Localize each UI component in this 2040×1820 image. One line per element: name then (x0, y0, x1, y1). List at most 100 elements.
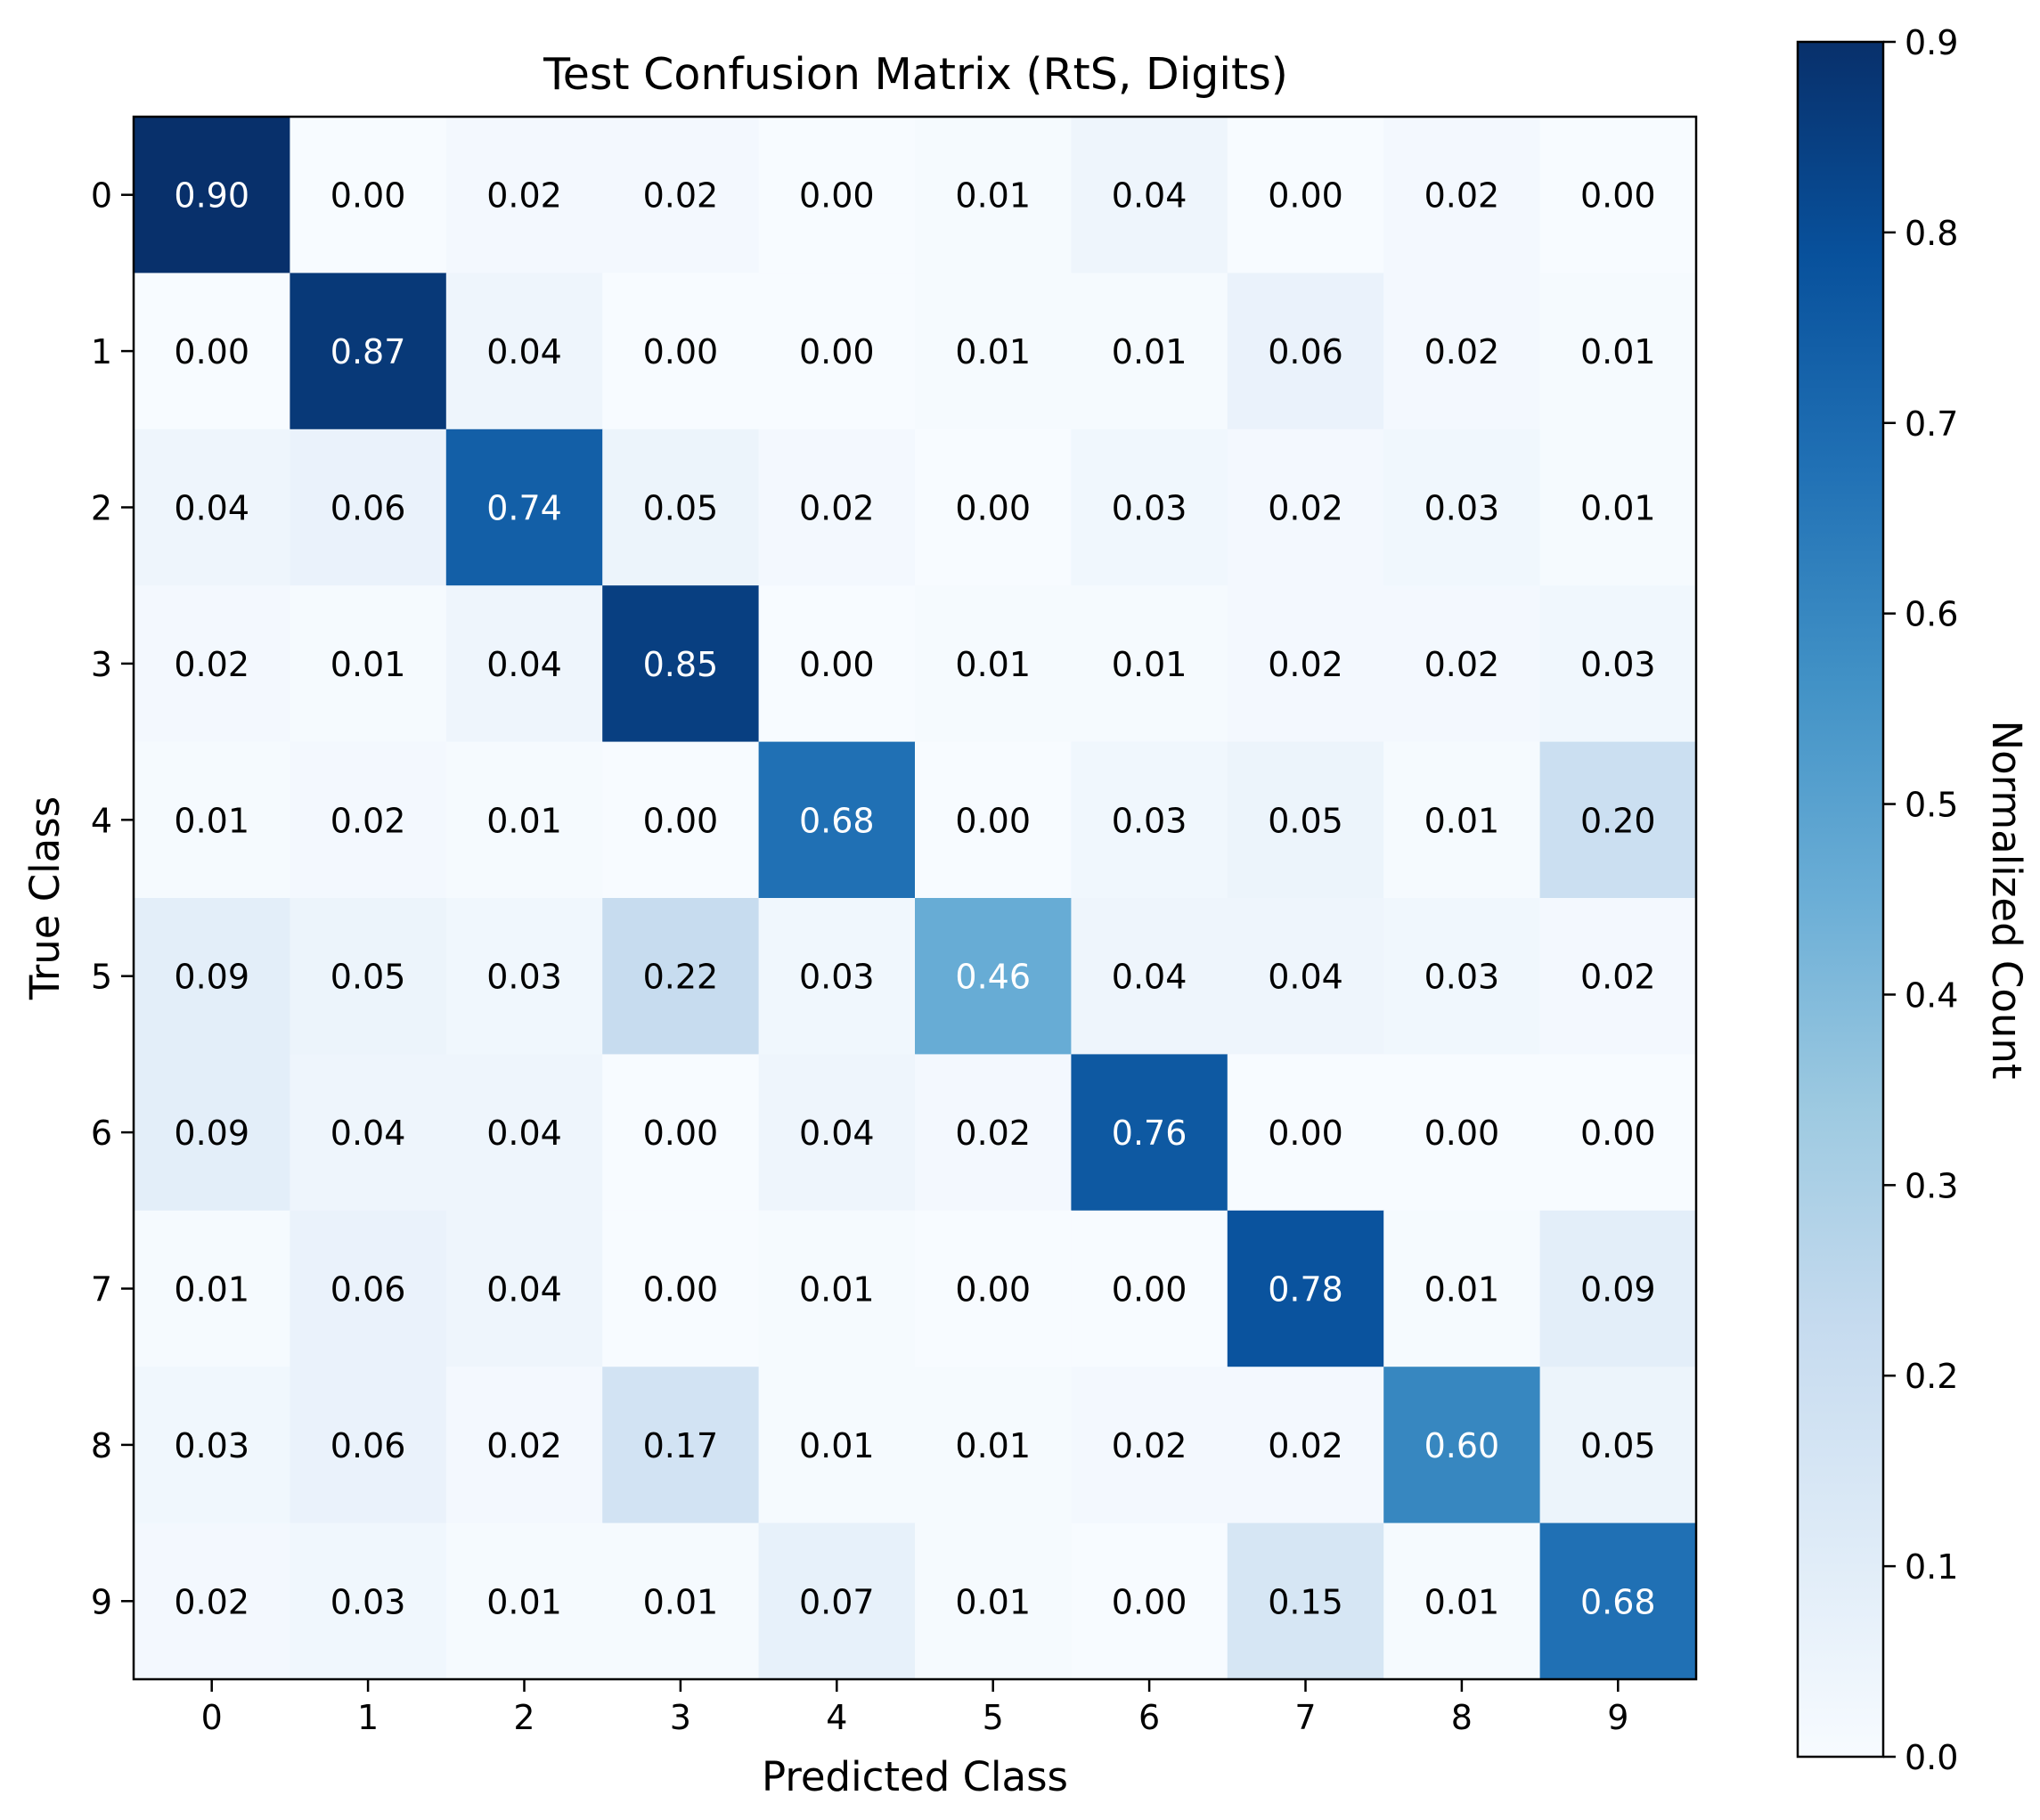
cell-value-label: 0.01 (799, 1426, 875, 1465)
cell-value-label: 0.03 (330, 1582, 406, 1621)
heatmap-cell (1383, 428, 1541, 586)
colorbar (1796, 40, 1885, 1759)
cell-value-label: 0.74 (486, 489, 562, 528)
cell-value-label: 0.02 (174, 1582, 249, 1621)
cell-value-label: 0.04 (1112, 958, 1187, 997)
heatmap-cell (1539, 117, 1697, 273)
heatmap-cell (134, 273, 290, 430)
colorbar-tick-label: 0.4 (1905, 975, 1958, 1015)
heatmap-cell (445, 428, 603, 586)
cell-value-label: 0.02 (799, 489, 875, 528)
heatmap-cell (915, 1210, 1072, 1367)
heatmap-cell (134, 428, 290, 586)
y-tick-label: 6 (91, 1114, 112, 1153)
heatmap-cell (758, 117, 916, 273)
cell-value-label: 0.05 (643, 489, 719, 528)
cell-value-label: 0.09 (174, 958, 249, 997)
heatmap-cell (290, 273, 447, 430)
cell-value-label: 0.00 (955, 801, 1031, 840)
colorbar-tick-label: 0.7 (1905, 404, 1958, 444)
heatmap-cell (445, 1367, 603, 1524)
heatmap-cell (758, 1367, 916, 1524)
y-tick-label: 8 (91, 1426, 112, 1465)
heatmap-cell (1071, 117, 1228, 273)
cell-value-label: 0.05 (1268, 801, 1343, 840)
heatmap-cell (1539, 741, 1697, 899)
cell-value-label: 0.03 (1424, 489, 1500, 528)
cell-value-label: 0.04 (799, 1114, 875, 1153)
heatmap-cell (1071, 273, 1228, 430)
heatmap-cell (602, 585, 760, 743)
x-axis-ticks: 0 1 2 3 4 5 6 7 8 9 (201, 1679, 1628, 1737)
cell-value-label: 0.03 (1112, 489, 1187, 528)
x-tick-label: 5 (983, 1698, 1004, 1737)
colorbar-tick-label: 0.9 (1905, 23, 1958, 62)
cell-value-label: 0.00 (799, 176, 875, 216)
y-axis-ticks: 0 1 2 3 4 5 6 7 8 9 (91, 176, 134, 1621)
cell-value-label: 0.01 (486, 801, 562, 840)
heatmap-cell (1539, 428, 1697, 586)
heatmap-cell (134, 1367, 290, 1524)
cell-value-label: 0.00 (643, 801, 719, 840)
cell-value-label: 0.03 (1424, 958, 1500, 997)
cell-value-label: 0.00 (1580, 1114, 1656, 1153)
cell-value-label: 0.00 (174, 332, 249, 371)
y-tick-label: 7 (91, 1270, 112, 1310)
heatmap-cell (1539, 273, 1697, 430)
cell-value-label: 0.00 (955, 489, 1031, 528)
cell-value-label: 0.00 (799, 645, 875, 684)
heatmap-cell (915, 585, 1072, 743)
cell-value-label: 0.02 (955, 1114, 1031, 1153)
heatmap-cell (134, 741, 290, 899)
heatmap-cell (134, 1210, 290, 1367)
heatmap-cell (134, 898, 290, 1055)
heatmap-cell (1383, 1522, 1541, 1680)
cell-value-label: 0.00 (643, 1114, 719, 1153)
colorbar-tick-label: 0.1 (1905, 1547, 1958, 1587)
heatmap-cell (915, 741, 1072, 899)
heatmap-cell (1383, 898, 1541, 1055)
cell-value-label: 0.01 (1424, 801, 1500, 840)
cell-value-label: 0.02 (1112, 1426, 1187, 1465)
cell-value-label: 0.01 (799, 1270, 875, 1310)
heatmap-cell (290, 117, 447, 273)
heatmap-cell (758, 741, 916, 899)
cell-value-label: 0.01 (955, 176, 1031, 216)
heatmap-cell (1539, 898, 1697, 1055)
cell-value-label: 0.04 (174, 489, 249, 528)
y-tick-label: 1 (91, 332, 112, 371)
heatmap-cell (134, 585, 290, 743)
cell-value-label: 0.87 (330, 332, 406, 371)
cell-value-label: 0.03 (486, 958, 562, 997)
x-tick-label: 1 (357, 1698, 379, 1737)
y-tick-label: 9 (91, 1582, 112, 1621)
cell-value-label: 0.01 (1112, 332, 1187, 371)
heatmap-cells (134, 117, 1697, 1680)
cell-value-label: 0.02 (643, 176, 719, 216)
heatmap-cell (758, 1210, 916, 1367)
cell-value-label: 0.02 (1268, 489, 1343, 528)
heatmap-cell (1071, 1367, 1228, 1524)
cell-value-label: 0.60 (1424, 1426, 1500, 1465)
heatmap-cell (445, 1522, 603, 1680)
cell-value-label: 0.76 (1112, 1114, 1187, 1153)
colorbar-tick-label: 0.5 (1905, 786, 1958, 825)
cell-value-label: 0.01 (955, 1426, 1031, 1465)
cell-value-label: 0.06 (330, 489, 406, 528)
cell-value-label: 0.85 (643, 645, 719, 684)
cell-value-label: 0.78 (1268, 1270, 1343, 1310)
cell-value-label: 0.02 (1424, 645, 1500, 684)
cell-value-label: 0.90 (174, 176, 249, 216)
cell-value-label: 0.09 (1580, 1270, 1656, 1310)
cell-value-label: 0.17 (643, 1426, 719, 1465)
heatmap-cell (1539, 1054, 1697, 1212)
heatmap-cell (602, 1210, 760, 1367)
heatmap-cell (1227, 1367, 1384, 1524)
heatmap-cell (445, 898, 603, 1055)
cell-value-label: 0.06 (330, 1426, 406, 1465)
cell-value-label: 0.04 (486, 1270, 562, 1310)
cell-value-label: 0.01 (1424, 1270, 1500, 1310)
cell-value-label: 0.01 (955, 1582, 1031, 1621)
cell-value-label: 0.01 (1580, 489, 1656, 528)
cell-value-label: 0.02 (486, 1426, 562, 1465)
